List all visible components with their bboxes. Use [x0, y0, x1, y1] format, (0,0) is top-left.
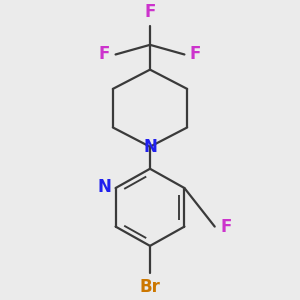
Text: N: N — [98, 178, 111, 196]
Text: N: N — [143, 138, 157, 156]
Text: Br: Br — [140, 278, 160, 296]
Text: F: F — [144, 3, 156, 21]
Text: F: F — [190, 46, 201, 64]
Text: F: F — [99, 46, 110, 64]
Text: F: F — [220, 218, 232, 236]
